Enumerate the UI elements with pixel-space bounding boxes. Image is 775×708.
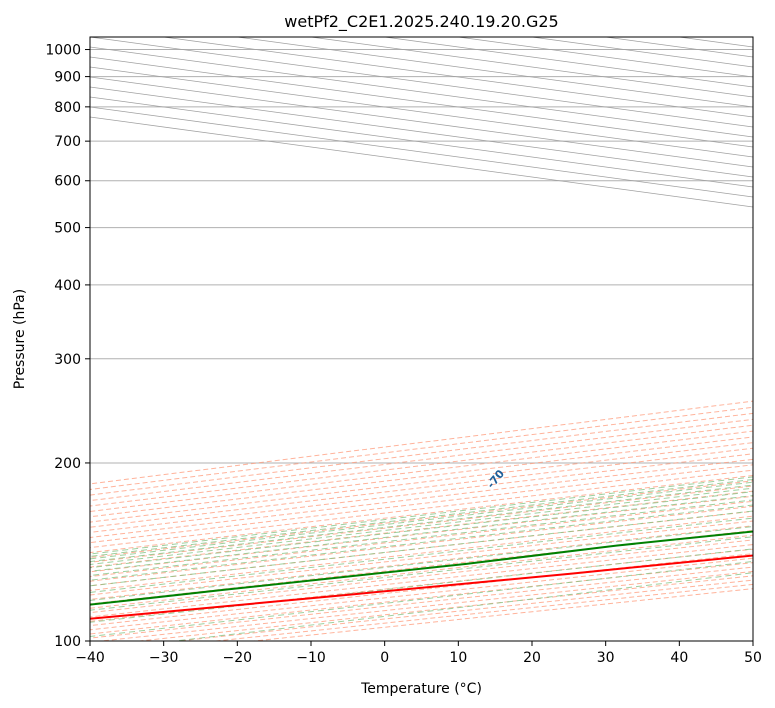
y-axis: 100 200 300 400 500 600 700 800 900 1000: [45, 43, 90, 650]
x-tick-label: 20: [523, 650, 541, 666]
y-tick-label: 800: [54, 100, 81, 116]
dry-adiabat-label: -70: [484, 467, 507, 491]
x-tick-label: −40: [75, 650, 105, 666]
plot-frame: [89, 36, 754, 642]
y-tick-label: 1000: [45, 43, 81, 59]
isotherm-line: [90, 76, 753, 168]
isotherm-line: [90, 66, 753, 158]
isotherm-line: [90, 56, 753, 148]
y-tick-label: 900: [54, 70, 81, 86]
y-axis-label: Pressure (hPa): [12, 289, 28, 389]
dry-adiabat-line: [215, 583, 753, 641]
isotherm-line: [310, 37, 753, 98]
dry-adiabat-line: [101, 570, 753, 641]
line-labels: 0.10.20.40.611.52346810131620253036-100-…: [0, 467, 507, 544]
x-axis: −40 −30 −20 −10 0 10 20 30 40 50: [75, 641, 762, 666]
x-tick-label: −20: [223, 650, 253, 666]
y-tick-label: 600: [54, 174, 81, 190]
y-tick-label: 500: [54, 221, 81, 237]
y-tick-label: 200: [54, 456, 81, 472]
y-tick-label: 700: [54, 134, 81, 150]
y-tick-label: 400: [54, 278, 81, 294]
isotherm-grid: [90, 37, 753, 208]
x-tick-label: 10: [449, 650, 467, 666]
isotherm-line: [90, 106, 753, 198]
isotherm-line: [90, 86, 753, 178]
x-tick-label: 50: [744, 650, 762, 666]
dry-adiabat-line: [254, 588, 753, 641]
isotherm-line: [90, 96, 753, 188]
x-tick-label: 30: [597, 650, 615, 666]
x-tick-label: −10: [296, 650, 326, 666]
isotherm-line: [752, 37, 753, 38]
chart-title: wetPf2_C2E1.2025.240.19.20.G25: [284, 12, 558, 32]
y-tick-label: 300: [54, 352, 81, 368]
moist-adiabat-line: [90, 560, 753, 638]
dry-adiabat-label: -80: [0, 520, 21, 544]
x-tick-label: −30: [149, 650, 179, 666]
x-axis-label: Temperature (°C): [360, 681, 482, 697]
x-tick-label: 0: [380, 650, 389, 666]
isotherm-line: [679, 37, 753, 48]
isobar-grid: [90, 49, 753, 641]
isotherm-line: [90, 116, 753, 208]
x-tick-label: 40: [670, 650, 688, 666]
y-tick-label: 100: [54, 634, 81, 650]
